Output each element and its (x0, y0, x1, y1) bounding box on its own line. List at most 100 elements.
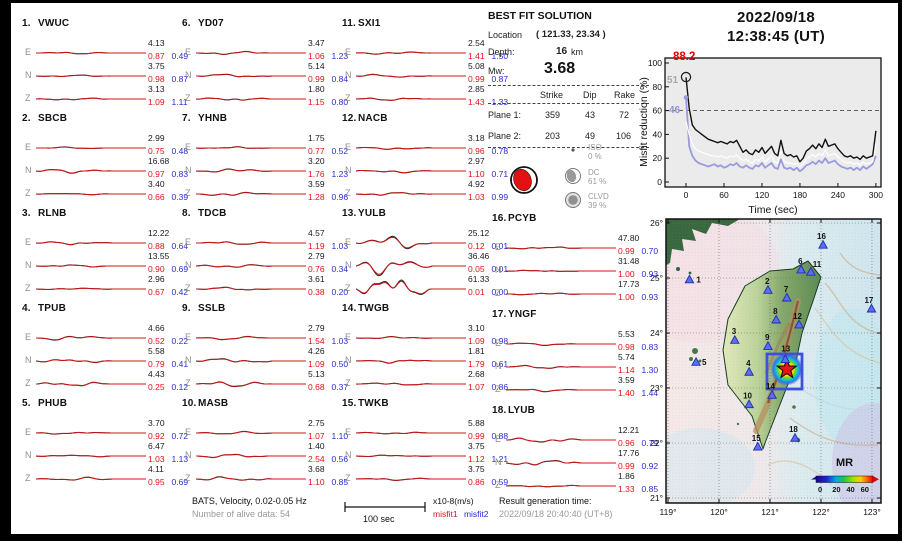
station-panel: 15.TWKB E 5.88 0.99 0.88 N 3.75 1.12 1.21 Z 3.75 0.… (340, 398, 508, 493)
misfit2-value: 0.70 (641, 246, 659, 256)
station-panel: 3. RLNB E 12.22 0.88 0.64 N 13.55 0.90 0.69 Z 2.96 0… (20, 208, 188, 303)
misfit2-value: 0.93 (641, 269, 659, 279)
misfit2-value: 0.01 (491, 241, 509, 251)
focal-mechanism-beachball (510, 166, 538, 194)
misfit-values: 1.76 1.23 (308, 169, 354, 179)
station-header: 6. YD07 (182, 18, 224, 29)
misfit-series-1 (685, 121, 877, 168)
misfit1-value: 1.07 (468, 382, 485, 392)
misfit1-value: 0.88 (148, 241, 165, 251)
map-station-13 (780, 354, 791, 364)
depth-label: Depth: (488, 47, 515, 57)
waveform-row: N 5.14 0.99 0.84 (180, 61, 348, 89)
misfit2-value: 1.44 (641, 388, 659, 398)
misfit-values: 1.28 0.96 (308, 192, 354, 202)
misfit-values: 0.99 0.70 (618, 246, 664, 256)
misfit-values: 1.09 1.11 (148, 97, 194, 107)
waveform-trace (356, 192, 466, 196)
amplitude-value: 3.59 (618, 375, 635, 385)
amplitude-value: 4.26 (308, 346, 325, 356)
trace-values: 3.13 1.09 1.11 (148, 84, 194, 107)
amplitude-value: 12.21 (618, 425, 640, 435)
station-panel: 14.TWGB E 3.10 1.09 0.98 N 1.81 1.79 0.61 Z 2.68 1.… (340, 303, 508, 398)
misfit1-value: 1.00 (618, 269, 635, 279)
mid-annotation: 51 (667, 75, 679, 86)
waveform-trace (36, 146, 146, 150)
map-station-label-7: 7 (784, 285, 789, 294)
lon-label: 121° (761, 507, 779, 517)
map-station-label-16: 16 (817, 232, 826, 241)
amplitude-value: 2.99 (148, 133, 165, 143)
trace-values: 3.20 1.76 1.23 (308, 156, 354, 179)
misfit-values: 0.05 0.01 (468, 264, 514, 274)
component-label: E (185, 237, 192, 247)
component-label: Z (345, 473, 351, 483)
misfit-values: 0.95 0.69 (148, 477, 194, 487)
station-name: YHNB (198, 113, 228, 124)
misfit-values: 1.43 1.33 (468, 97, 514, 107)
mr-colorbar (815, 475, 874, 483)
waveform-row: Z 2.68 1.07 0.86 (340, 369, 508, 397)
misfit-values: 1.09 0.50 (308, 359, 354, 369)
plane2-label: Plane 2: (488, 131, 522, 141)
amplitude-value: 3.13 (148, 84, 165, 94)
trace-values: 3.75 1.12 1.21 (468, 441, 514, 464)
waveform-row: E 25.12 0.12 0.01 (340, 228, 508, 256)
waveform-trace (356, 477, 466, 482)
waveform-row: E 3.47 1.06 1.23 (180, 38, 348, 66)
trace-values: 5.74 1.14 1.30 (618, 352, 664, 375)
waveform-trace (356, 359, 466, 364)
misfit2-value: 0.69 (171, 477, 189, 487)
waveform-row: N 5.08 0.99 0.87 (340, 61, 508, 89)
misfit-values: 1.07 1.10 (308, 431, 354, 441)
station-number: 5. (22, 398, 31, 409)
component-label: E (25, 427, 32, 437)
trace-values: 13.55 0.90 0.69 (148, 251, 194, 274)
misfit1-value: 1.79 (468, 359, 485, 369)
waveform-trace (506, 437, 616, 443)
trace-values: 1.40 2.54 0.56 (308, 441, 354, 464)
waveform-row: N 16.68 0.97 0.83 (20, 156, 188, 184)
station-panel: 6. YD07 E 3.47 1.06 1.23 N 5.14 0.99 0.84 Z 1.80 1.1… (180, 18, 348, 113)
plane1-rake: 72 (619, 110, 630, 120)
misfit2-value: 0.72 (171, 431, 189, 441)
lon-label: 119° (660, 507, 677, 517)
map-station-label-18: 18 (789, 425, 798, 434)
mw-label: Mw: (488, 66, 505, 76)
misfit-values: 1.19 1.03 (308, 241, 354, 251)
amplitude-value: 31.48 (618, 256, 640, 266)
trace-values: 36.46 0.05 0.01 (468, 251, 514, 274)
trace-values: 5.14 0.99 0.84 (308, 61, 354, 84)
station-name: YULB (358, 208, 387, 219)
waveform-trace (196, 191, 306, 196)
trace-values: 2.97 1.10 0.71 (468, 156, 514, 179)
waveform-trace (36, 193, 146, 196)
misfit2-value: 0.78 (491, 146, 509, 156)
misfit-series-2 (685, 97, 877, 173)
waveform-row: N 17.76 0.99 0.92 (490, 448, 658, 476)
misfit2-value: 0.64 (171, 241, 189, 251)
waveform-trace (36, 454, 146, 458)
misfit1-value: 0.92 (148, 431, 165, 441)
waveform-row: E 2.79 1.54 1.03 (180, 323, 348, 351)
map-station-label-14: 14 (766, 382, 775, 391)
misfit1-value: 1.54 (308, 336, 325, 346)
trace-values: 4.66 0.52 0.22 (148, 323, 194, 346)
amplitude-value: 5.58 (148, 346, 165, 356)
misfit1-value: 1.09 (468, 336, 485, 346)
plane2-rake: 106 (616, 131, 632, 141)
component-label: Z (25, 188, 31, 198)
misfit1-value: 0.12 (468, 241, 485, 251)
amplitude-value: 6.47 (148, 441, 165, 451)
waveform-row: Z 3.61 0.38 0.20 (180, 274, 348, 302)
trace-values: 3.47 1.06 1.23 (308, 38, 354, 61)
misfit1-value: 0.99 (308, 74, 325, 84)
origin-datetime: 2022/09/18 12:38:45 (UT) (653, 8, 899, 46)
amplitude-value: 3.10 (468, 323, 485, 333)
map-station-6 (796, 264, 807, 274)
misfit2-value: 0.87 (171, 74, 189, 84)
waveform-trace (36, 431, 146, 435)
waveform-row: N 2.79 0.76 0.34 (180, 251, 348, 279)
misfit1-value: 0.52 (148, 336, 165, 346)
component-label: Z (185, 473, 191, 483)
